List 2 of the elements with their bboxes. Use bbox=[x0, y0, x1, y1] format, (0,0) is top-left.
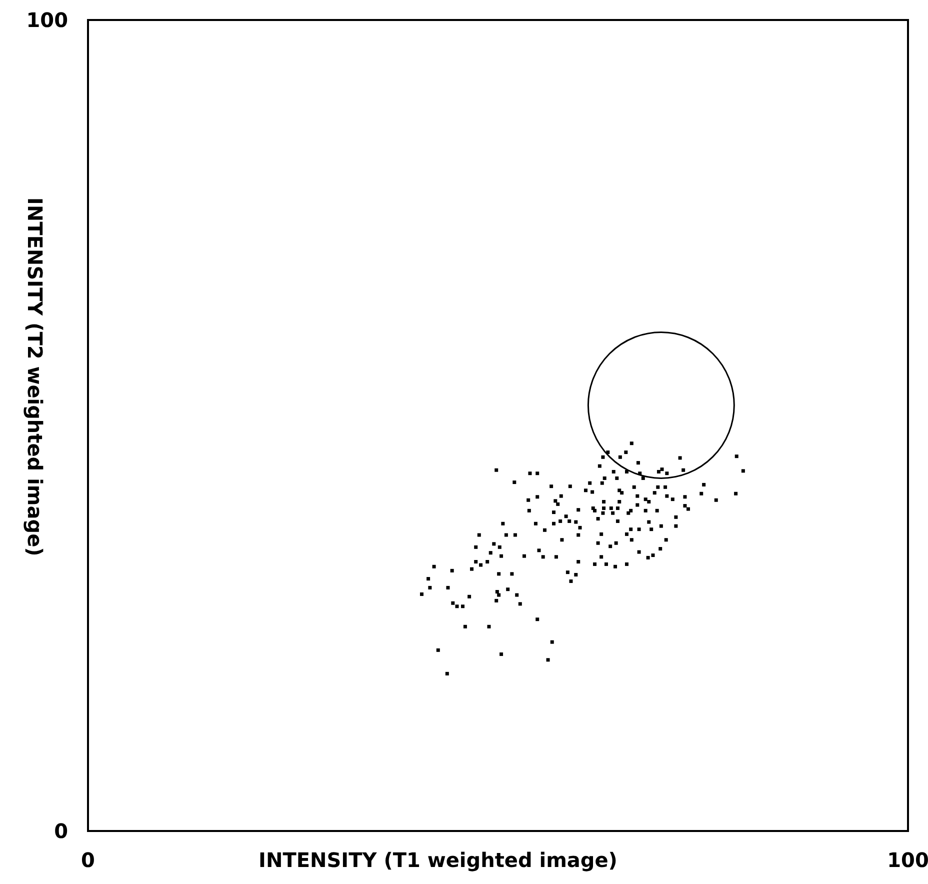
x-axis-title: INTENSITY (T1 weighted image) bbox=[258, 848, 618, 872]
y-axis-title: INTENSITY (T2 weighted image) bbox=[23, 197, 47, 556]
